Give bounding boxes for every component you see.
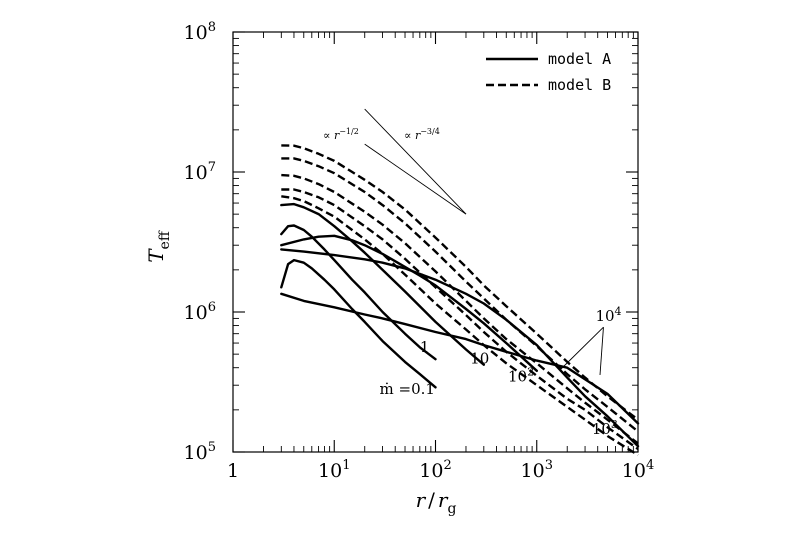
x-axis-title-sym: r	[438, 488, 449, 512]
x-axis-title: r / rg	[416, 488, 457, 517]
series-line-2	[280, 202, 485, 366]
x-axis-title-sep: /	[428, 488, 435, 512]
x-axis-title-sub: g	[447, 501, 456, 517]
slope-guides: ∝ r−1/2 ∝ r−3/4	[323, 108, 467, 215]
series-group	[280, 144, 640, 457]
minor-ticks	[233, 32, 638, 452]
x-tick-labels: 1 101 102 103 104	[227, 458, 654, 482]
x-axis-title-main: r	[416, 488, 427, 512]
slope-guide-0	[364, 143, 467, 215]
slope-guide-1	[364, 108, 467, 215]
series-line-3	[280, 234, 538, 372]
y-tick-labels: 105 106 107 108	[184, 20, 216, 464]
y-tick-label: 108	[184, 20, 216, 44]
series-line-1	[280, 224, 437, 361]
curve-label-4: 103	[592, 418, 618, 438]
curve-label-0: ṁ =0.1	[380, 380, 435, 398]
x-tick-label: 104	[622, 458, 654, 482]
y-axis-title: Teff	[144, 230, 173, 263]
series-line-0	[280, 258, 437, 389]
curve-label-pointer-0	[559, 326, 604, 371]
x-tick-label: 1	[227, 460, 239, 482]
y-axis-title-main: T	[144, 248, 168, 263]
y-tick-label: 106	[184, 300, 216, 324]
series-line-4	[280, 248, 640, 448]
y-tick-label: 107	[184, 160, 216, 184]
series-line-7	[281, 188, 639, 450]
major-ticks	[232, 31, 639, 453]
legend-label-model-b: model B	[548, 76, 611, 94]
curve-label-2: 10	[470, 349, 489, 367]
slope-guide-label-1: ∝ r−3/4	[404, 127, 440, 142]
series-line-5	[280, 292, 640, 425]
legend: model A model B	[486, 50, 611, 94]
legend-label-model-a: model A	[548, 50, 611, 68]
series-line-8	[281, 173, 639, 445]
series-line-6	[281, 195, 639, 457]
x-tick-label: 102	[419, 458, 451, 482]
x-tick-label: 103	[521, 458, 553, 482]
curve-label-1: 1	[420, 338, 430, 356]
curve-label-pointer-1	[599, 327, 604, 376]
slope-guide-label-0: ∝ r−1/2	[323, 127, 359, 142]
y-tick-label: 105	[184, 440, 216, 464]
x-tick-label: 101	[318, 458, 350, 482]
series-line-9	[281, 157, 639, 433]
curve-labels: ṁ =0.1 1 10 102 103 104	[380, 305, 622, 438]
curve-label-3: 102	[508, 365, 534, 385]
curve-label-5: 104	[595, 305, 621, 325]
y-axis-title-sub: eff	[157, 230, 173, 249]
series-line-10	[281, 144, 639, 421]
